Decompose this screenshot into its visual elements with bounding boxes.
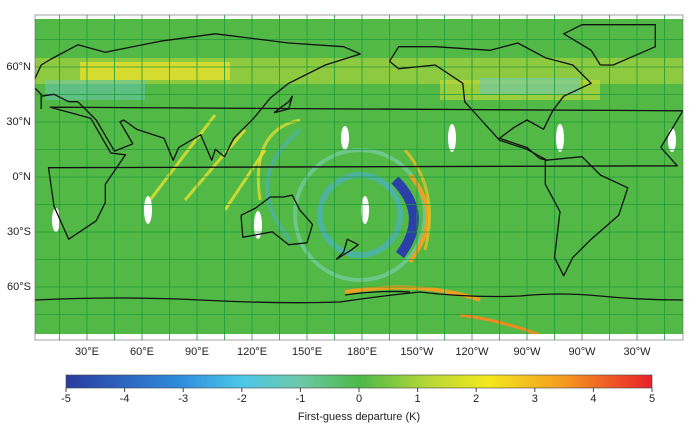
coastlines [35, 24, 683, 304]
colorbar-tick-label: -3 [178, 393, 188, 405]
lon-label: 150°E [292, 346, 322, 358]
lat-label: 30°N [6, 116, 31, 128]
coastline [47, 106, 683, 240]
lon-label: 150°W [400, 346, 434, 358]
lat-label: 60°S [7, 281, 31, 293]
coastline [344, 290, 411, 296]
colorbar-tick-label: 5 [649, 393, 655, 405]
colorbar-tick-label: 3 [532, 393, 538, 405]
lon-label: 120°W [455, 346, 489, 358]
arcs [148, 114, 541, 337]
map-field [35, 15, 683, 340]
lat-label: 30°S [7, 226, 31, 238]
coastline [544, 156, 629, 277]
lon-label: 30°W [623, 346, 651, 358]
lat-label: 60°N [6, 61, 31, 73]
coastline [273, 95, 293, 114]
colorbar-tick-label: -1 [296, 393, 306, 405]
lon-label: 60°E [130, 346, 154, 358]
lon-label: 180°E [347, 346, 377, 358]
lon-label: 90°W [568, 346, 596, 358]
data-gaps [35, 15, 683, 340]
blue-patch [480, 78, 580, 94]
colorbar-tick-label: 1 [415, 393, 421, 405]
lon-label: 90°W [513, 346, 541, 358]
colorbar-tick-label: 0 [356, 393, 362, 405]
colorbar-tick-label: -5 [61, 393, 71, 405]
coastline [563, 24, 656, 66]
coastline [240, 194, 314, 246]
coastline [35, 33, 361, 161]
lon-label: 30°E [75, 346, 99, 358]
coastline [388, 42, 592, 161]
coastline [335, 238, 359, 260]
colorbar [65, 374, 653, 389]
yellow-band [80, 62, 230, 80]
colorbar-tick-label: -2 [237, 393, 247, 405]
colorbar-tick-label: -4 [120, 393, 130, 405]
lon-label: 120°E [237, 346, 267, 358]
lon-label: 90°E [185, 346, 209, 358]
lat-label: 0°N [13, 171, 32, 183]
map-frame [34, 14, 684, 341]
colorbar-label: First-guess departure (K) [298, 411, 420, 423]
colorbar-tick-label: 4 [590, 393, 596, 405]
colorbar-tick-label: 2 [473, 393, 479, 405]
coastline [35, 291, 683, 304]
blue-patch [45, 80, 145, 100]
